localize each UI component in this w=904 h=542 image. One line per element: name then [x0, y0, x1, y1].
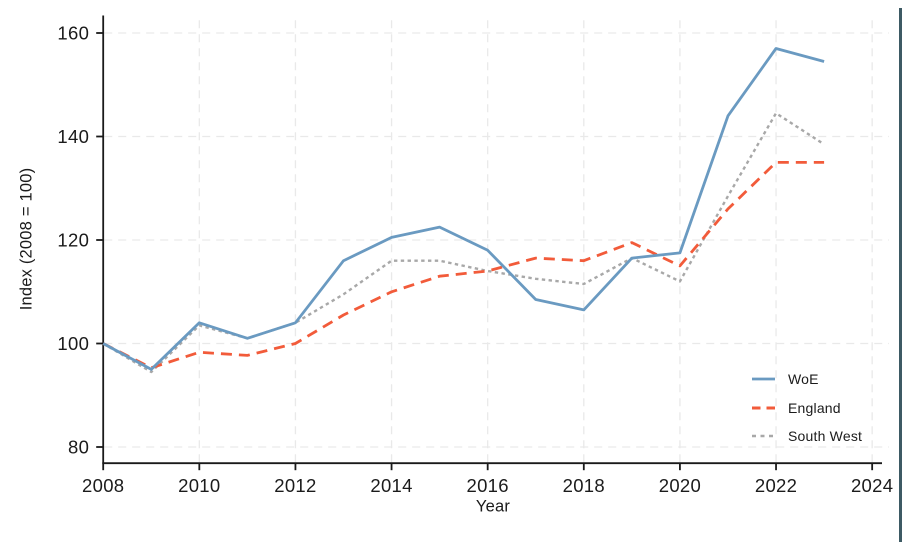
- window-edge-accent: [899, 8, 902, 542]
- x-tick-label: 2016: [467, 475, 509, 496]
- series-line-england: [102, 160, 825, 370]
- legend-label: South West: [788, 428, 863, 445]
- x-tick-label: 2008: [82, 475, 124, 496]
- y-tick-label: 160: [57, 23, 89, 44]
- x-tick-label: 2010: [178, 475, 220, 496]
- y-tick-label: 80: [68, 437, 89, 458]
- x-tick-label: 2020: [659, 475, 701, 496]
- series-line-woe: [102, 47, 825, 371]
- x-tick-label: 2014: [370, 475, 412, 496]
- legend-item-south-west: South West: [752, 422, 862, 451]
- x-tick-label: 2018: [563, 475, 605, 496]
- legend-item-england: England: [752, 394, 862, 423]
- y-tick-label: 120: [57, 230, 89, 251]
- legend-line-sample-icon: [752, 435, 775, 438]
- legend-line-sample-icon: [752, 406, 775, 410]
- legend-line-sample-icon: [752, 377, 775, 381]
- x-axis-title: Year: [475, 497, 511, 516]
- legend-item-woe: WoE: [752, 365, 862, 394]
- y-axis-title: Index (2008 = 100): [17, 167, 36, 311]
- chart-legend: WoE England South West: [752, 365, 862, 451]
- x-tick-label: 2022: [755, 475, 797, 496]
- x-tick-label: 2012: [274, 475, 316, 496]
- y-tick-label: 140: [57, 126, 89, 147]
- legend-label: WoE: [788, 371, 819, 388]
- y-tick-label: 100: [57, 333, 89, 354]
- x-tick-label: 2024: [851, 475, 893, 496]
- legend-label: England: [788, 399, 841, 416]
